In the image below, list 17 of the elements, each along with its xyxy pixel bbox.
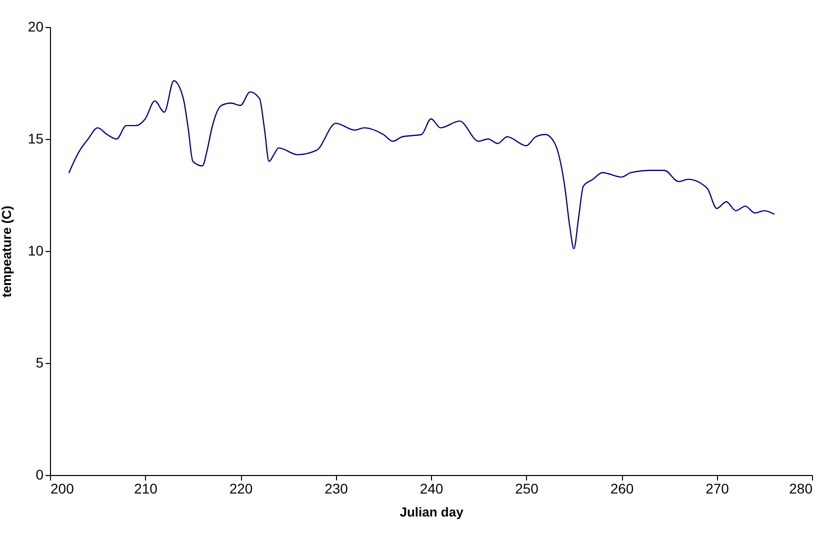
y-tick-label: 20: [28, 18, 44, 34]
x-tick-label: 240: [420, 480, 444, 496]
x-tick-label: 220: [229, 480, 253, 496]
x-tick-label: 210: [134, 480, 158, 496]
x-tick-label: 280: [789, 480, 813, 496]
x-tick-label: 270: [706, 480, 730, 496]
x-tick-label: 230: [324, 480, 348, 496]
x-axis-title: Julian day: [400, 504, 464, 520]
x-tick-label: 260: [610, 480, 634, 496]
line-series: [68, 80, 774, 250]
y-tick-label: 5: [36, 354, 44, 370]
y-axis-title: tempeature (C): [0, 206, 14, 298]
y-tick-label: 0: [36, 466, 44, 482]
y-tick-label: 15: [28, 130, 44, 146]
x-tick-label: 250: [515, 480, 539, 496]
y-tick-label: 10: [28, 242, 44, 258]
x-tick-label: 200: [50, 480, 74, 496]
